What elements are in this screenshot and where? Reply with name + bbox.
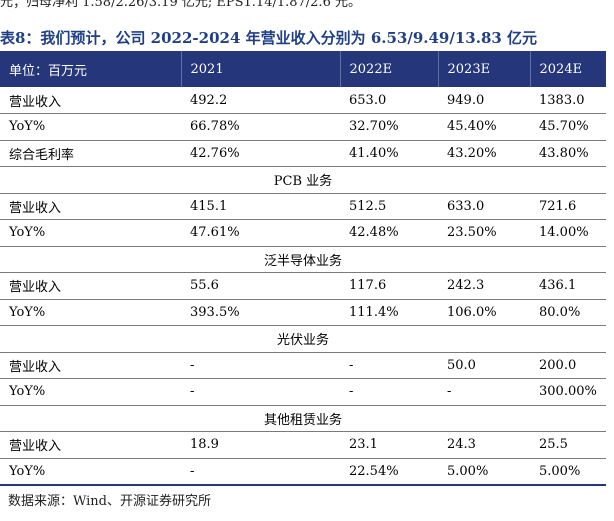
table-row: YoY% 47.61% 42.48% 23.50% 14.00% bbox=[0, 219, 606, 247]
table-cell: 42.48% bbox=[340, 219, 438, 247]
row-label: 营业收入 bbox=[0, 431, 181, 459]
row-label: YoY% bbox=[0, 458, 181, 486]
table-cell: 5.00% bbox=[438, 458, 530, 486]
header-2023e: 2023E bbox=[437, 51, 530, 87]
table-row: 营业收入 492.2 653.0 949.0 1383.0 bbox=[0, 87, 606, 114]
table-cell: 436.1 bbox=[530, 272, 606, 300]
table-cell: 23.1 bbox=[340, 431, 438, 459]
header-2024e: 2024E bbox=[529, 51, 606, 87]
table-cell: 14.00% bbox=[530, 219, 606, 247]
table-cell: 66.78% bbox=[181, 113, 340, 141]
table-cell: 5.00% bbox=[530, 458, 606, 486]
table-cell: 393.5% bbox=[181, 299, 340, 326]
table-cell: 633.0 bbox=[438, 193, 530, 220]
table-cell: 512.5 bbox=[340, 193, 438, 220]
table-row: 营业收入 415.1 512.5 633.0 721.6 bbox=[0, 193, 606, 220]
row-label: 营业收入 bbox=[0, 352, 181, 379]
table-cell: 106.0% bbox=[438, 299, 530, 326]
table-title: 表8：我们预计，公司 2022-2024 年营业收入分别为 6.53/9.49/… bbox=[0, 29, 538, 47]
row-label: 营业收入 bbox=[0, 272, 181, 300]
section-header-row: 其他租赁业务 bbox=[0, 405, 606, 432]
table-cell: 242.3 bbox=[438, 272, 530, 300]
table-cell: 32.70% bbox=[340, 113, 438, 141]
table-row: 营业收入 18.9 23.1 24.3 25.5 bbox=[0, 431, 606, 459]
row-label: YoY% bbox=[0, 219, 181, 247]
table-cell: 24.3 bbox=[438, 431, 530, 459]
source-note: 数据来源：Wind、开源证券研究所 bbox=[8, 494, 211, 509]
table-row: 营业收入 55.6 117.6 242.3 436.1 bbox=[0, 272, 606, 300]
table-cell: - bbox=[181, 352, 340, 379]
table-cell: 200.0 bbox=[530, 352, 606, 379]
table-cell: 415.1 bbox=[181, 193, 340, 220]
table-header-row: 单位：百万元 2021 2022E 2023E 2024E bbox=[0, 51, 606, 87]
table-cell: 41.40% bbox=[340, 140, 438, 167]
table-cell: 117.6 bbox=[340, 272, 438, 300]
table-cell: 22.54% bbox=[340, 458, 438, 486]
section-header-row: 光伏业务 bbox=[0, 325, 606, 353]
table-cell: 50.0 bbox=[438, 352, 530, 379]
table-cell: - bbox=[438, 378, 530, 406]
intro-text: 元；归母净利 1.58/2.26/3.19 亿元; EPS1.14/1.87/2… bbox=[0, 0, 361, 10]
table-row: YoY% 66.78% 32.70% 45.40% 45.70% bbox=[0, 113, 606, 141]
table-row: 综合毛利率 42.76% 41.40% 43.20% 43.80% bbox=[0, 140, 606, 167]
table-cell: 47.61% bbox=[181, 219, 340, 247]
table-cell: 43.80% bbox=[530, 140, 606, 167]
table-cell: 25.5 bbox=[530, 431, 606, 459]
table-row: 营业收入 - -50.0 200.0 bbox=[0, 352, 606, 379]
section-label: 泛半导体业务 bbox=[0, 246, 606, 273]
row-label: 营业收入 bbox=[0, 193, 181, 220]
section-label: PCB 业务 bbox=[0, 166, 606, 194]
row-label: YoY% bbox=[0, 299, 181, 326]
table-cell: 45.40% bbox=[438, 113, 530, 141]
table-cell: 721.6 bbox=[530, 193, 606, 220]
table-row: YoY% - - -300.00% bbox=[0, 378, 606, 406]
section-label: 光伏业务 bbox=[0, 325, 606, 353]
table-cell: 23.50% bbox=[438, 219, 530, 247]
section-header-row: PCB 业务 bbox=[0, 166, 606, 194]
table-cell: 653.0 bbox=[340, 87, 438, 114]
section-label: 其他租赁业务 bbox=[0, 405, 606, 432]
table-cell: 949.0 bbox=[438, 87, 530, 114]
table-cell: 55.6 bbox=[181, 272, 340, 300]
table-row: YoY% 393.5% 111.4% 106.0% 80.0% bbox=[0, 299, 606, 326]
table-cell: 45.70% bbox=[530, 113, 606, 141]
forecast-table: 单位：百万元 2021 2022E 2023E 2024E 营业收入 492.2 6… bbox=[0, 51, 606, 486]
table-cell: 1383.0 bbox=[530, 87, 606, 114]
header-2022e: 2022E bbox=[339, 51, 438, 87]
table-cell: 111.4% bbox=[340, 299, 438, 326]
header-2021: 2021 bbox=[180, 51, 340, 87]
row-label: 营业收入 bbox=[0, 87, 181, 114]
table-row: YoY% -22.54% 5.00% 5.00% bbox=[0, 458, 606, 486]
table-cell: - bbox=[340, 352, 438, 379]
row-label: 综合毛利率 bbox=[0, 140, 181, 167]
row-label: YoY% bbox=[0, 113, 181, 141]
table-cell: 300.00% bbox=[530, 378, 606, 406]
header-unit: 单位：百万元 bbox=[9, 63, 88, 79]
table-cell: 43.20% bbox=[438, 140, 530, 167]
table-cell: 18.9 bbox=[181, 431, 340, 459]
section-header-row: 泛半导体业务 bbox=[0, 246, 606, 273]
table-body: 营业收入 492.2 653.0 949.0 1383.0 YoY% 66.78% 32.70… bbox=[0, 87, 606, 486]
row-label: YoY% bbox=[0, 378, 181, 406]
table-cell: 80.0% bbox=[530, 299, 606, 326]
table-cell: - bbox=[340, 378, 438, 406]
table-cell: - bbox=[181, 458, 340, 486]
table-cell: 492.2 bbox=[181, 87, 340, 114]
table-cell: 42.76% bbox=[181, 140, 340, 167]
table-cell: - bbox=[181, 378, 340, 406]
